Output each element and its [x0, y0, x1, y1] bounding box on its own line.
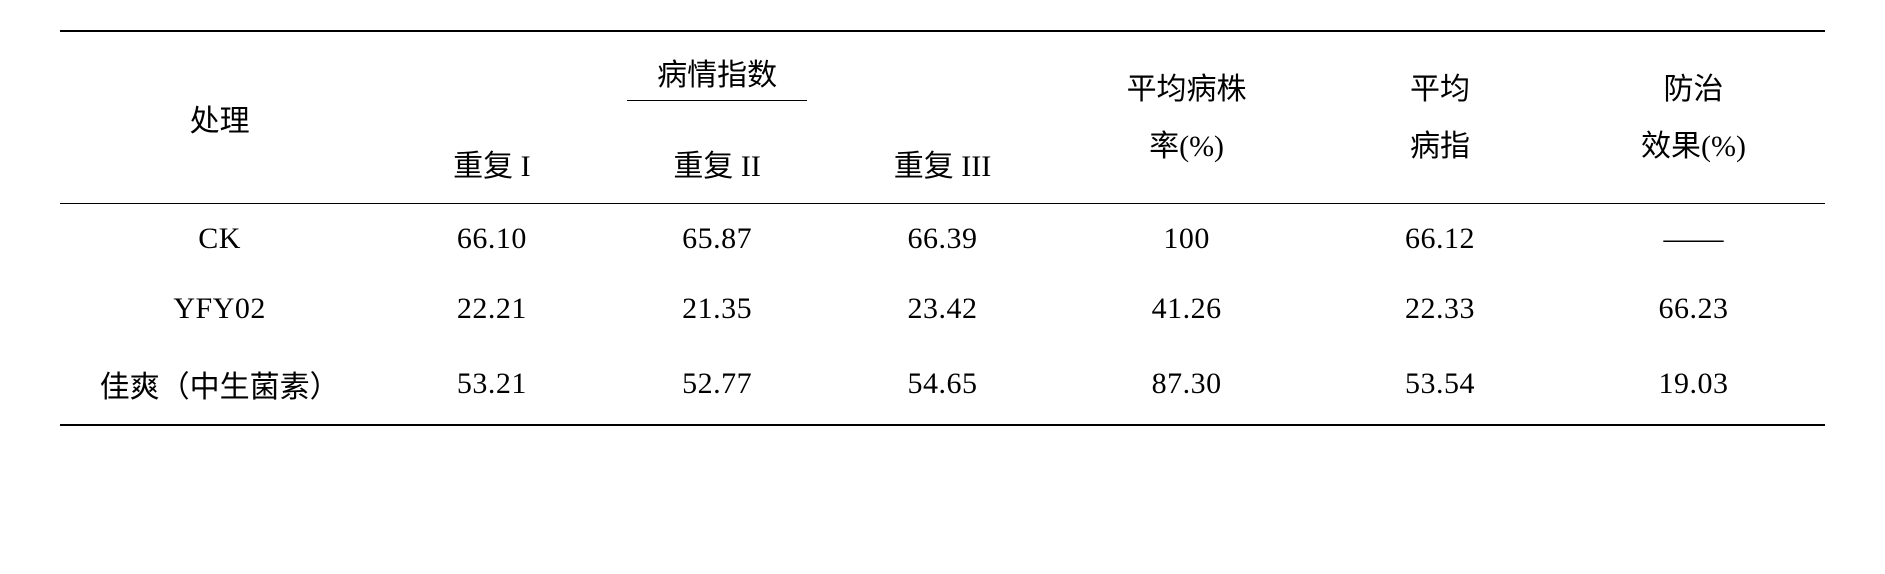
cell-control-eff: 19.03 [1562, 344, 1825, 425]
cell-rep3: 23.42 [830, 274, 1055, 344]
avg-rate-line1: 平均病株 [1127, 73, 1247, 106]
control-eff-line1: 防治 [1664, 73, 1724, 106]
cell-rep2: 21.35 [605, 274, 830, 344]
col-header-rep3: 重复 III [830, 123, 1055, 204]
table-row: 佳爽（中生菌素） 53.21 52.77 54.65 87.30 53.54 1… [60, 344, 1825, 425]
cell-treatment: YFY02 [60, 274, 379, 344]
cell-treatment: 佳爽（中生菌素） [60, 344, 379, 425]
cell-rep1: 53.21 [379, 344, 604, 425]
cell-rep3: 66.39 [830, 204, 1055, 275]
cell-rep3: 54.65 [830, 344, 1055, 425]
avg-index-line1: 平均 [1410, 73, 1470, 106]
cell-avg-rate: 41.26 [1055, 274, 1318, 344]
cell-treatment: CK [60, 204, 379, 275]
cell-avg-index: 22.33 [1318, 274, 1562, 344]
cell-control-eff: —— [1562, 204, 1825, 275]
cell-rep1: 22.21 [379, 274, 604, 344]
col-header-avg-rate: 平均病株 率(%) [1055, 31, 1318, 204]
col-header-treatment: 处理 [60, 31, 379, 204]
col-header-rep2: 重复 II [605, 123, 830, 204]
cell-rep1: 66.10 [379, 204, 604, 275]
col-header-avg-index: 平均 病指 [1318, 31, 1562, 204]
col-header-control-eff: 防治 效果(%) [1562, 31, 1825, 204]
disease-index-group-label: 病情指数 [627, 50, 807, 101]
cell-avg-rate: 100 [1055, 204, 1318, 275]
experiment-results-table: 处理 病情指数 平均病株 率(%) 平均 病指 防治 效果(%) 重复 I 重复… [60, 30, 1825, 426]
col-header-rep1: 重复 I [379, 123, 604, 204]
cell-control-eff: 66.23 [1562, 274, 1825, 344]
avg-rate-line2: 率(%) [1149, 130, 1224, 163]
col-header-disease-index-group: 病情指数 [379, 31, 1055, 123]
table-header-row-1: 处理 病情指数 平均病株 率(%) 平均 病指 防治 效果(%) [60, 31, 1825, 123]
cell-rep2: 52.77 [605, 344, 830, 425]
cell-avg-rate: 87.30 [1055, 344, 1318, 425]
table-row: CK 66.10 65.87 66.39 100 66.12 —— [60, 204, 1825, 275]
control-eff-line2: 效果(%) [1641, 130, 1746, 163]
cell-rep2: 65.87 [605, 204, 830, 275]
cell-avg-index: 66.12 [1318, 204, 1562, 275]
avg-index-line2: 病指 [1410, 130, 1470, 163]
table-row: YFY02 22.21 21.35 23.42 41.26 22.33 66.2… [60, 274, 1825, 344]
cell-avg-index: 53.54 [1318, 344, 1562, 425]
